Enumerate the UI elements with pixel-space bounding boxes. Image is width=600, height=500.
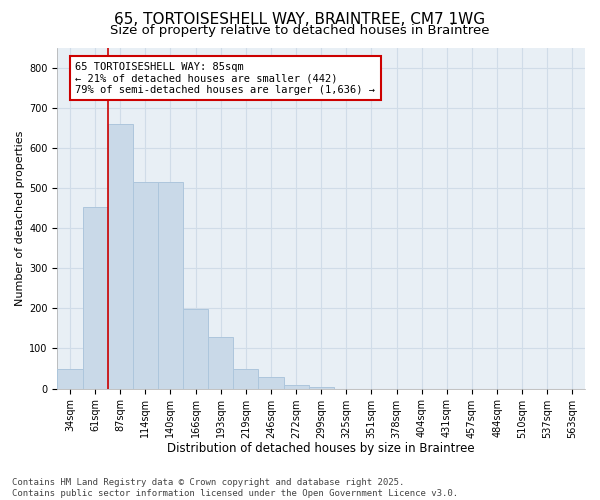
Bar [284, 386, 308, 388]
Bar [233, 368, 259, 388]
Y-axis label: Number of detached properties: Number of detached properties [15, 130, 25, 306]
Bar [83, 207, 107, 388]
Bar [259, 378, 284, 388]
Bar [308, 386, 334, 388]
Bar [208, 337, 233, 388]
Text: Size of property relative to detached houses in Braintree: Size of property relative to detached ho… [110, 24, 490, 37]
Text: 65, TORTOISESHELL WAY, BRAINTREE, CM7 1WG: 65, TORTOISESHELL WAY, BRAINTREE, CM7 1W… [115, 12, 485, 28]
X-axis label: Distribution of detached houses by size in Braintree: Distribution of detached houses by size … [167, 442, 475, 455]
Bar [58, 368, 83, 388]
Bar [158, 182, 183, 388]
Bar [133, 182, 158, 388]
Bar [107, 124, 133, 388]
Bar [183, 309, 208, 388]
Text: Contains HM Land Registry data © Crown copyright and database right 2025.
Contai: Contains HM Land Registry data © Crown c… [12, 478, 458, 498]
Text: 65 TORTOISESHELL WAY: 85sqm
← 21% of detached houses are smaller (442)
79% of se: 65 TORTOISESHELL WAY: 85sqm ← 21% of det… [76, 62, 376, 94]
